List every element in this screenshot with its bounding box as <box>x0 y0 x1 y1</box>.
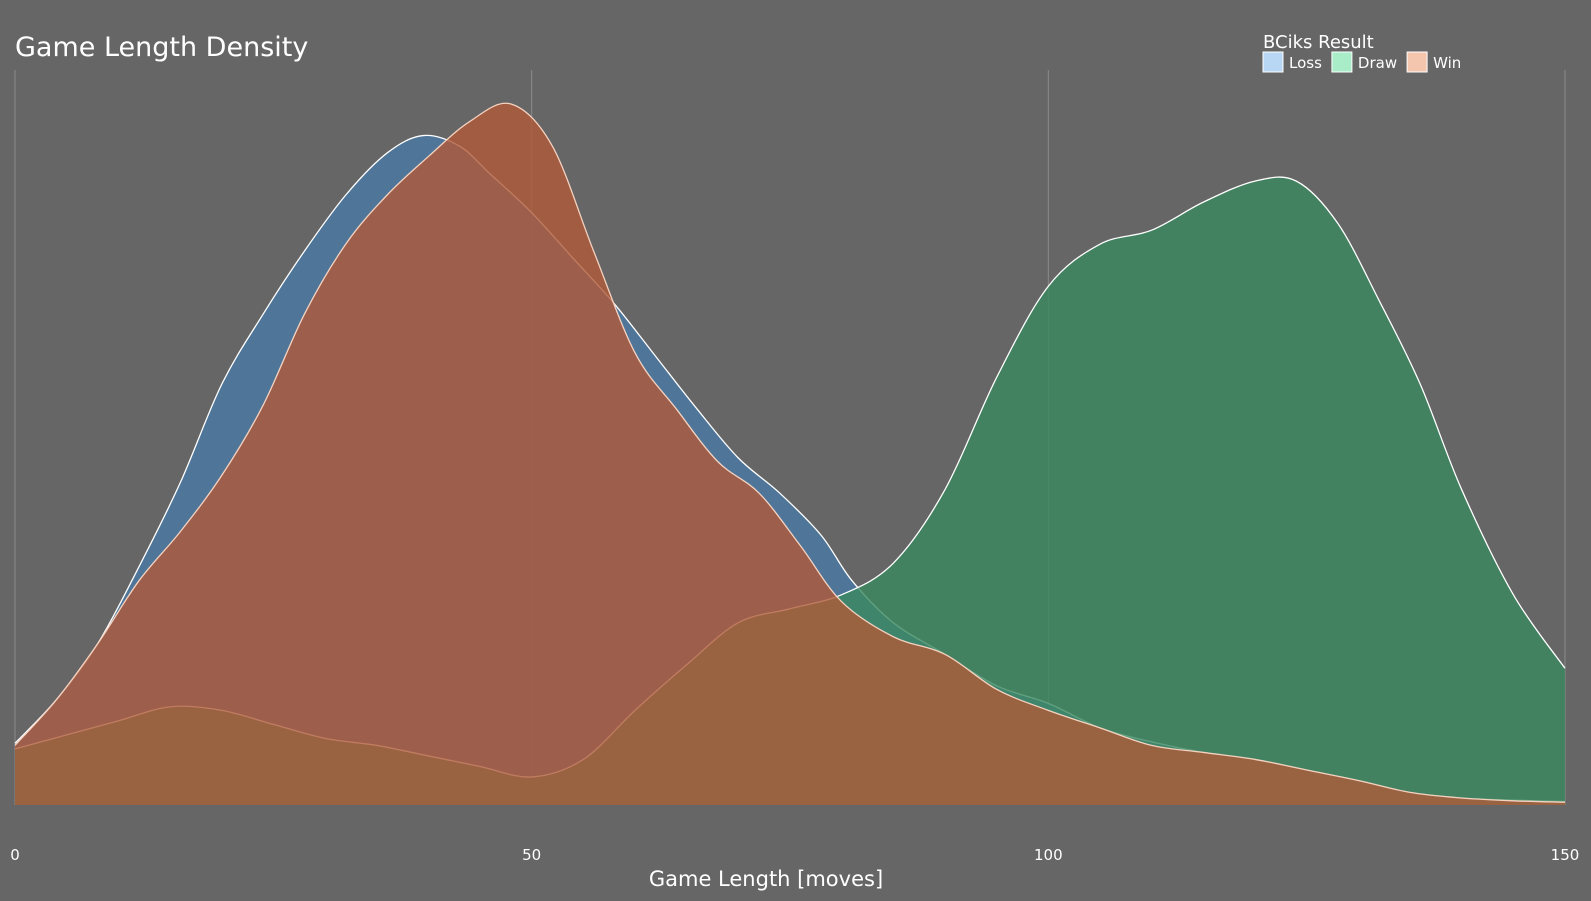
legend-label-win: Win <box>1433 54 1461 72</box>
legend-items: Loss Draw Win <box>1262 51 1461 73</box>
density-area-draw <box>15 177 1565 805</box>
legend: BCiks Result Loss Draw Win <box>1262 32 1461 73</box>
legend-label-loss: Loss <box>1289 54 1322 72</box>
x-axis-ticks: 0 50 100 150 <box>10 846 1579 864</box>
density-line-win <box>14 102 1566 803</box>
x-axis-label: Game Length [moves] <box>649 867 883 891</box>
x-tick-label-150: 150 <box>1551 846 1580 864</box>
density-area-win <box>15 103 1565 805</box>
x-tick-label-100: 100 <box>1034 846 1063 864</box>
density-areas <box>14 102 1566 806</box>
legend-swatch-draw <box>1331 51 1353 73</box>
legend-title: BCiks Result <box>1263 32 1374 53</box>
x-tick-label-50: 50 <box>522 846 541 864</box>
x-tick-label-0: 0 <box>10 846 20 864</box>
legend-label-draw: Draw <box>1358 54 1397 72</box>
legend-swatch-loss <box>1262 51 1284 73</box>
chart-title: Game Length Density <box>15 32 308 63</box>
legend-swatch-win <box>1406 51 1428 73</box>
